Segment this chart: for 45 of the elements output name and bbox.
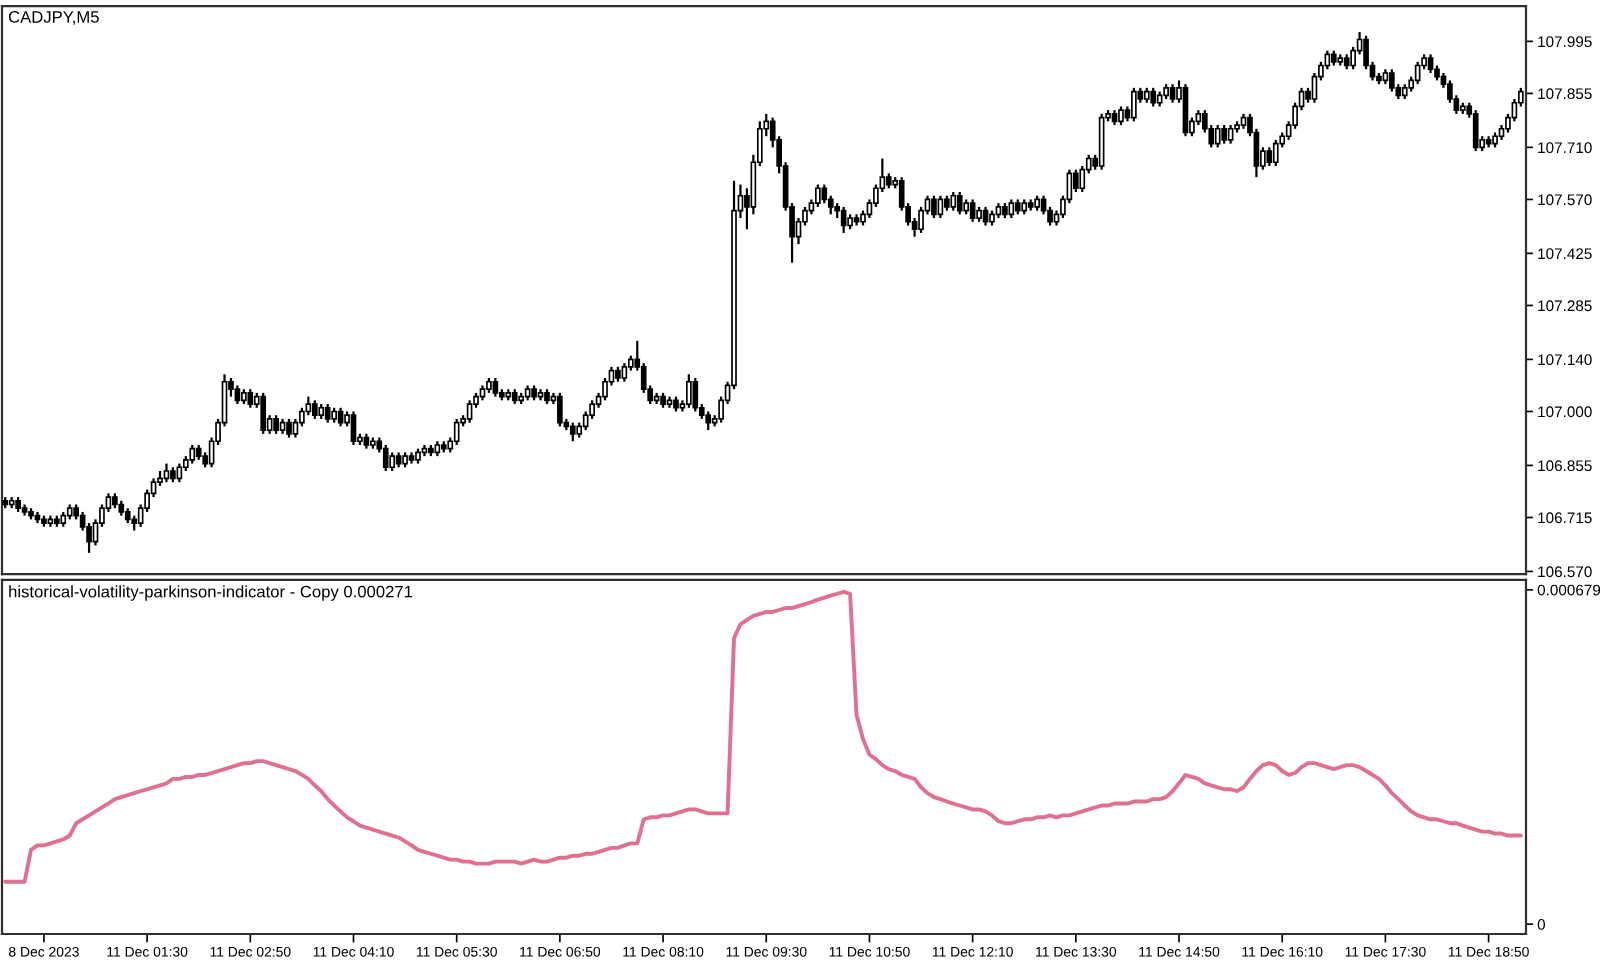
candlestick <box>286 417 292 439</box>
candlestick <box>1150 86 1157 108</box>
candlestick <box>1072 168 1079 194</box>
candlestick <box>260 391 267 435</box>
candlestick <box>1389 68 1395 93</box>
candlestick <box>1008 198 1015 220</box>
candlestick <box>389 451 396 473</box>
candlestick <box>163 462 170 484</box>
chart-title: CADJPY,M5 <box>8 11 99 25</box>
candlestick <box>692 376 699 413</box>
candlestick <box>569 421 576 443</box>
candlestick <box>1214 123 1221 149</box>
candlestick <box>247 388 254 409</box>
candlestick <box>492 376 499 398</box>
candlestick <box>350 410 357 447</box>
chart-title: historical-volatility-parkinson-indicator - Copy 0.000271 <box>9 585 413 601</box>
candlestick <box>557 391 563 428</box>
candlestick <box>1118 105 1124 127</box>
candlestick <box>176 462 183 484</box>
candlestick <box>1266 146 1273 168</box>
candlestick <box>931 194 937 220</box>
candlestick <box>686 373 692 409</box>
candlestick <box>453 417 460 447</box>
candlestick <box>969 198 976 223</box>
candlestick <box>189 443 196 465</box>
candlestick <box>311 399 318 421</box>
candlestick <box>956 190 963 216</box>
candlestick <box>273 414 279 435</box>
candlestick <box>705 410 712 432</box>
candlestick <box>1472 109 1479 153</box>
candlestick <box>234 384 241 406</box>
candlestick <box>324 402 331 424</box>
candlestick <box>1221 123 1228 145</box>
candlestick <box>1131 86 1137 123</box>
candlestick <box>466 399 473 424</box>
line-series <box>3 589 1523 884</box>
candlestick <box>1169 83 1176 104</box>
candlestick <box>1227 123 1234 145</box>
candlestick <box>382 443 389 473</box>
candlestick <box>982 205 989 227</box>
candlestick <box>1272 138 1279 168</box>
candlestick <box>621 362 628 383</box>
candlestick <box>815 183 821 208</box>
candlestick <box>950 190 957 212</box>
candlestick <box>1427 53 1434 75</box>
